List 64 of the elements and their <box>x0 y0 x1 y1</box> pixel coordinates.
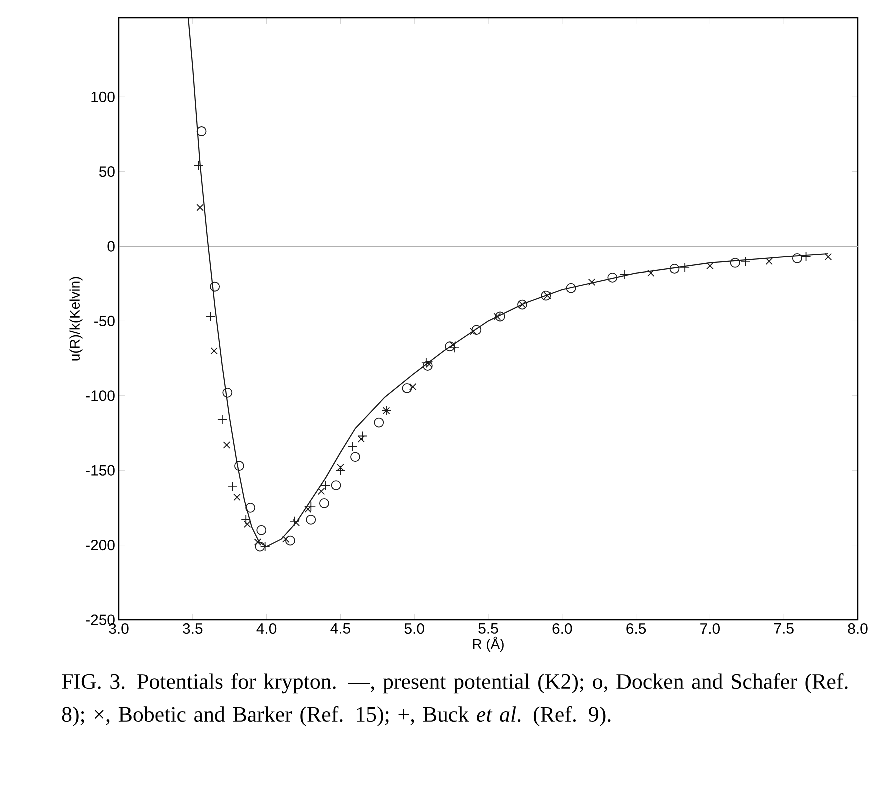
point <box>358 431 368 442</box>
point <box>318 488 326 496</box>
point <box>350 452 360 462</box>
point <box>494 313 502 320</box>
y-tick-label: -100 <box>86 390 115 402</box>
point <box>541 290 552 301</box>
y-tick-label: -150 <box>86 465 115 476</box>
x-tick-label: 5.5 <box>478 624 498 634</box>
point <box>445 342 456 352</box>
point <box>495 312 506 322</box>
point <box>766 258 773 266</box>
point <box>306 514 316 525</box>
point <box>647 270 655 278</box>
y-tick-label: 0 <box>108 241 115 252</box>
y-tick-label: -250 <box>86 614 115 626</box>
point <box>348 442 358 452</box>
point <box>472 325 482 336</box>
caption: FIG. 3. Potentials for krypton. —, present potential (K2); o, Docken and Schafer (Ref. 8); ×, Bobetic and Barker (Ref. 15); +, Buck et al. (Ref. 9). <box>62 674 848 726</box>
point <box>422 361 433 371</box>
point <box>196 204 204 212</box>
point <box>470 328 478 336</box>
point <box>824 253 832 261</box>
point <box>282 536 290 543</box>
point <box>320 498 330 508</box>
point <box>210 347 218 355</box>
x-tick-label: 3.0 <box>109 624 129 634</box>
x-tick-label: 6.0 <box>552 624 572 634</box>
point <box>223 442 231 449</box>
point <box>588 278 596 286</box>
x-tick-label: 4.0 <box>256 624 277 634</box>
x-tick-label: 7.5 <box>774 624 794 634</box>
point <box>566 283 576 294</box>
x-tick-label: 6.5 <box>626 624 646 634</box>
x-tick-label: 3.5 <box>183 624 203 634</box>
point <box>292 519 300 527</box>
point <box>196 126 207 136</box>
y-tick-label: 50 <box>99 166 115 178</box>
point <box>222 388 233 398</box>
point <box>206 312 216 322</box>
point <box>706 262 714 270</box>
point <box>246 503 256 513</box>
point <box>194 160 204 171</box>
y-tick-label: -50 <box>94 316 115 327</box>
point <box>544 292 552 300</box>
line-series <box>188 18 829 548</box>
point <box>234 461 244 472</box>
point <box>210 282 220 292</box>
point <box>255 542 266 552</box>
point <box>374 418 384 428</box>
x-tick-label: 7.0 <box>700 624 720 634</box>
point <box>218 414 228 425</box>
point <box>234 494 241 502</box>
y-tick-label: -200 <box>86 540 115 551</box>
point <box>244 520 252 528</box>
x-tick-label: 5.0 <box>404 624 424 634</box>
point <box>286 536 296 546</box>
point <box>256 525 267 536</box>
x-tick-label: 8.0 <box>848 624 868 634</box>
point <box>608 272 618 283</box>
point <box>331 480 342 490</box>
x-axis-title: R (Å) <box>473 636 504 652</box>
y-axis-title: u(R)/k(Kelvin) <box>70 277 83 361</box>
y-tick-label: 100 <box>92 92 115 102</box>
x-tick-label: 4.5 <box>330 624 350 634</box>
